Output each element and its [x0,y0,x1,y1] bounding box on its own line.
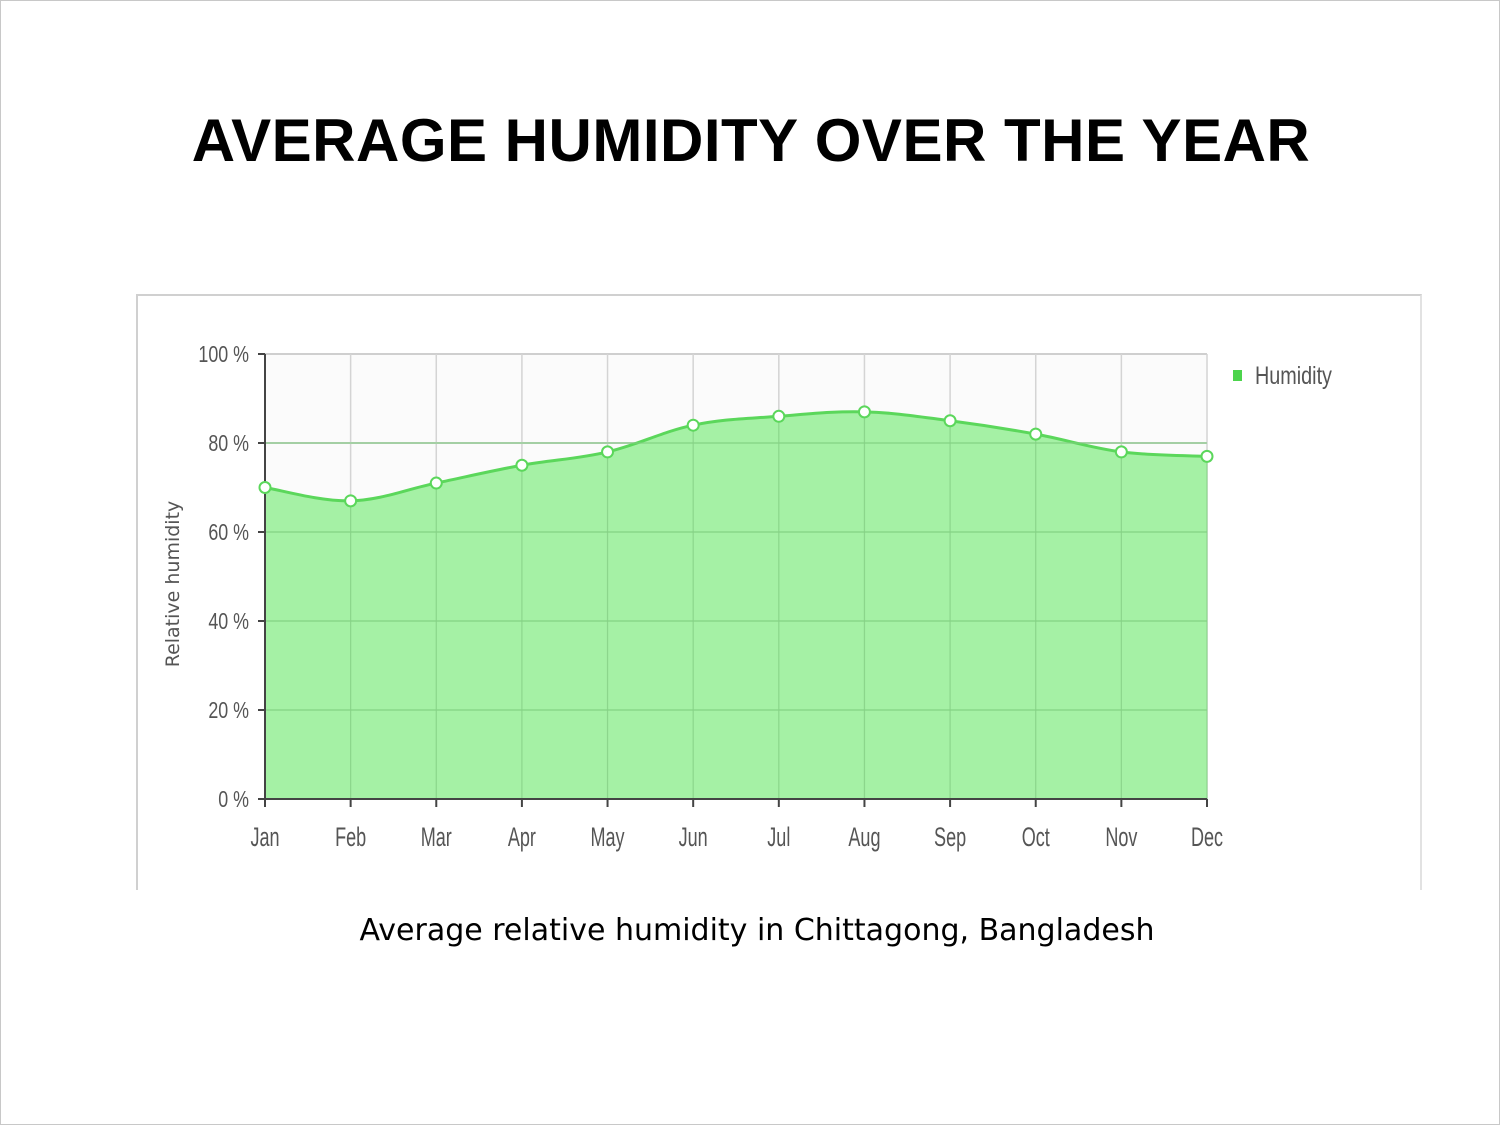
y-tick-label: 40 % [208,609,249,635]
data-markers [258,405,1214,508]
x-tick-label-feb: Feb [335,823,366,852]
x-tick-label-apr: Apr [508,823,536,852]
x-tick-label-jan: Jan [250,823,279,852]
x-tick-label-jul: Jul [767,823,790,852]
legend-swatch [1233,370,1242,381]
y-tick-label: 0 % [218,787,249,813]
humidity-area [265,411,1207,799]
x-tick-label-oct: Oct [1022,823,1051,852]
slide-title: AVERAGE HUMIDITY OVER THE YEAR [191,107,1311,174]
data-point-apr [515,458,529,472]
x-tick-label-may: May [591,823,626,852]
data-point-oct [1029,427,1043,441]
humidity-line [264,410,1208,503]
data-point-may [601,445,615,459]
x-tick-label-nov: Nov [1105,823,1138,852]
data-point-jun [686,418,700,432]
data-point-sep [943,414,957,428]
data-point-mar [429,476,443,490]
data-point-jan [258,481,272,494]
legend-label-humidity: Humidity [1255,361,1333,390]
y-tick-label: 20 % [208,698,249,724]
data-point-nov [1114,445,1128,459]
x-tick-label-aug: Aug [848,823,880,852]
data-point-aug [857,405,871,419]
y-axis-title: Relative humidity [162,501,184,668]
data-point-dec [1200,449,1214,463]
x-tick-label-mar: Mar [421,823,452,852]
chart-caption: Average relative humidity in Chittagong,… [359,913,1155,948]
x-tick-label-jun: Jun [679,823,708,852]
x-tick-label-dec: Dec [1191,823,1223,852]
data-point-jul [772,409,786,423]
data-point-feb [344,494,358,508]
legend: Humidity [1233,361,1333,390]
axes [258,353,1208,807]
y-tick-label: 80 % [208,431,249,457]
tick-labels: 0 % 20 % 40 % 60 % 80 % 100 % Jan Feb Mar Apr May J… [198,342,1223,852]
y-tick-label: 100 % [198,342,249,368]
x-tick-label-sep: Sep [934,823,966,852]
y-tick-label: 60 % [208,520,249,546]
